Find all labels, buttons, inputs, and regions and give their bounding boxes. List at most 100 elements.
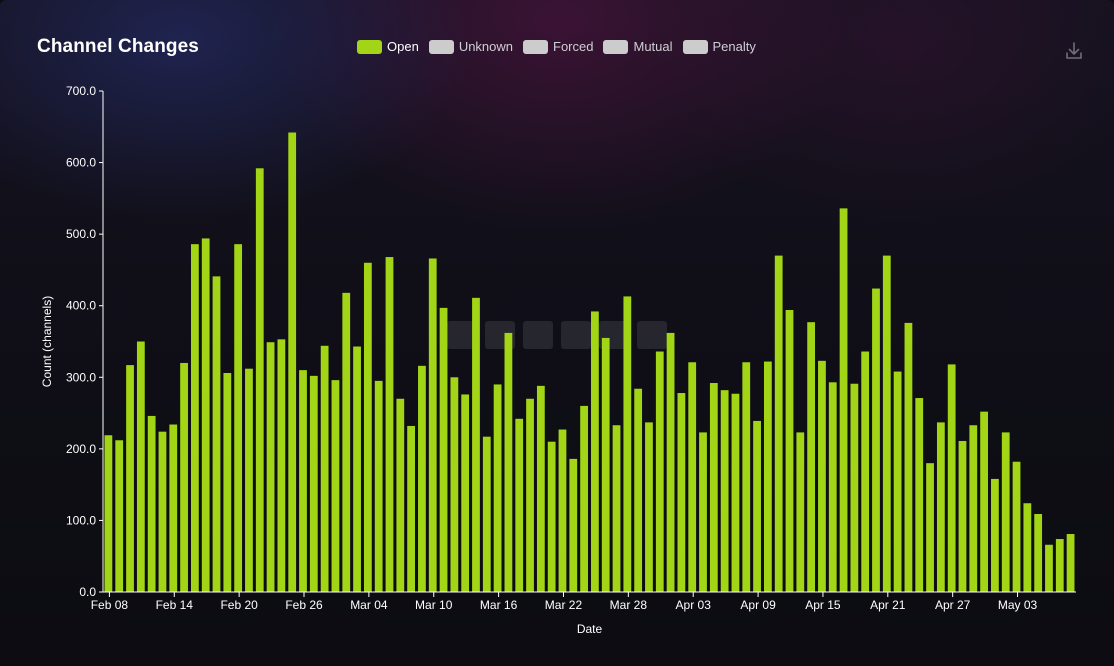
bar[interactable] (666, 332, 675, 592)
bar[interactable] (1012, 461, 1021, 592)
bar[interactable] (742, 362, 751, 592)
bar[interactable] (342, 292, 351, 592)
legend-item-unknown[interactable]: Unknown (428, 39, 513, 54)
bar[interactable] (947, 364, 956, 592)
bar[interactable] (191, 244, 199, 592)
bar[interactable] (331, 380, 340, 592)
bar[interactable] (396, 398, 405, 592)
bar[interactable] (839, 208, 848, 592)
bar[interactable] (1045, 544, 1053, 592)
bar[interactable] (882, 255, 891, 593)
bar[interactable] (472, 297, 480, 592)
bar[interactable] (482, 436, 491, 592)
bar[interactable] (450, 377, 459, 592)
bar[interactable] (526, 398, 534, 592)
bar[interactable] (547, 441, 556, 592)
bar[interactable] (136, 341, 145, 593)
bar[interactable] (428, 258, 437, 592)
bar[interactable] (1055, 539, 1064, 592)
bar[interactable] (277, 339, 286, 592)
bar[interactable] (309, 375, 318, 592)
bar[interactable] (320, 345, 329, 592)
bar[interactable] (299, 370, 307, 592)
bar[interactable] (461, 394, 470, 592)
bar[interactable] (504, 332, 513, 592)
bar[interactable] (126, 365, 134, 592)
bar[interactable] (915, 398, 924, 592)
bar[interactable] (980, 411, 988, 592)
bar[interactable] (893, 371, 902, 592)
bar[interactable] (407, 425, 415, 592)
bar[interactable] (147, 415, 156, 592)
x-tick-label: Mar 10 (415, 598, 453, 612)
bar[interactable] (872, 288, 880, 592)
bar[interactable] (818, 360, 826, 592)
legend-item-open[interactable]: Open (357, 39, 419, 54)
y-tick-label: 600.0 (66, 156, 96, 170)
bar[interactable] (774, 255, 783, 593)
bar[interactable] (699, 432, 707, 592)
bar[interactable] (1066, 534, 1075, 592)
bar[interactable] (374, 380, 383, 592)
bar[interactable] (569, 458, 578, 592)
bar[interactable] (807, 322, 816, 592)
bar[interactable] (288, 132, 297, 592)
bar[interactable] (753, 420, 761, 592)
bar[interactable] (385, 257, 394, 592)
bar[interactable] (763, 361, 772, 592)
bar[interactable] (861, 351, 870, 592)
bar[interactable] (645, 422, 653, 592)
bar[interactable] (591, 311, 599, 592)
legend-item-forced[interactable]: Forced (523, 39, 593, 54)
bar[interactable] (655, 351, 664, 592)
bar[interactable] (353, 346, 361, 592)
bar[interactable] (493, 384, 502, 592)
download-icon[interactable] (1064, 40, 1084, 62)
bar[interactable] (601, 337, 610, 592)
bar[interactable] (266, 342, 275, 592)
bar[interactable] (515, 418, 524, 592)
bar[interactable] (363, 262, 372, 592)
bar[interactable] (709, 383, 718, 592)
bar[interactable] (785, 310, 794, 592)
bar[interactable] (558, 429, 567, 592)
bar[interactable] (828, 382, 837, 592)
bar[interactable] (115, 440, 124, 592)
bar[interactable] (158, 431, 167, 592)
bar[interactable] (612, 425, 621, 592)
bar[interactable] (580, 405, 588, 592)
bar[interactable] (234, 244, 243, 592)
legend-label-open: Open (387, 39, 419, 54)
bar[interactable] (958, 440, 967, 592)
bar[interactable] (255, 168, 264, 593)
bar[interactable] (688, 362, 697, 592)
bar[interactable] (731, 393, 740, 592)
bar[interactable] (1034, 513, 1043, 592)
bar[interactable] (212, 276, 221, 592)
bar[interactable] (1023, 503, 1032, 592)
bar[interactable] (223, 372, 232, 592)
legend-item-penalty[interactable]: Penalty (682, 39, 756, 54)
bar[interactable] (418, 365, 426, 592)
bar[interactable] (536, 385, 545, 592)
bar[interactable] (201, 238, 210, 592)
x-tick-label: Mar 22 (545, 598, 583, 612)
legend-item-mutual[interactable]: Mutual (603, 39, 673, 54)
bar[interactable] (677, 393, 686, 592)
bar[interactable] (439, 307, 448, 592)
bar[interactable] (796, 432, 805, 592)
bar[interactable] (1001, 432, 1010, 592)
bar[interactable] (104, 435, 113, 592)
bar[interactable] (720, 390, 729, 592)
bar[interactable] (904, 322, 913, 592)
bar[interactable] (245, 368, 253, 592)
bar[interactable] (180, 362, 188, 592)
bar[interactable] (623, 296, 632, 592)
bar[interactable] (926, 463, 934, 592)
bar[interactable] (936, 422, 945, 592)
bar[interactable] (969, 425, 978, 592)
bar[interactable] (991, 478, 999, 592)
bar[interactable] (169, 424, 178, 592)
bar[interactable] (634, 388, 643, 592)
bar[interactable] (850, 383, 859, 592)
